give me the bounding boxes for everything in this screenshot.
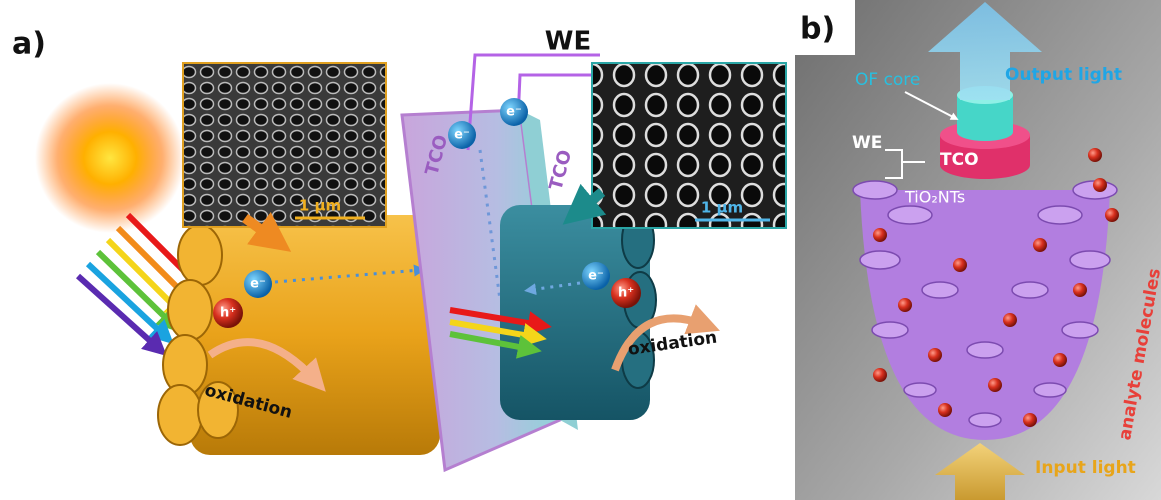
of-core — [957, 95, 1013, 141]
ray — [85, 261, 174, 345]
electron-path — [478, 149, 502, 301]
ray — [449, 319, 547, 347]
electron — [582, 262, 610, 290]
ray — [95, 249, 181, 333]
sun — [35, 83, 185, 233]
scale-label: 1 µm — [299, 197, 341, 215]
input-light-arrow — [935, 443, 1025, 500]
bracket — [885, 149, 925, 179]
pointer-arrow — [562, 183, 607, 225]
nanotubes — [852, 180, 1118, 428]
electron-label: e⁻ — [454, 128, 470, 143]
molecule — [1088, 148, 1102, 162]
hole — [213, 298, 243, 328]
nanotube — [859, 250, 901, 270]
oxidation-arrow — [207, 338, 326, 392]
electron — [244, 270, 272, 298]
nanotube — [903, 382, 937, 398]
ray — [105, 237, 189, 321]
output-light-arrow — [928, 2, 1042, 100]
tube-end — [157, 384, 203, 446]
label-background — [795, 0, 855, 55]
tube-end — [197, 381, 239, 439]
molecule — [928, 348, 942, 362]
molecule — [1053, 353, 1067, 367]
scale-label: 1 µm — [701, 199, 743, 217]
nanotube — [871, 321, 909, 339]
molecule — [898, 298, 912, 312]
molecule — [953, 258, 967, 272]
nanotube — [968, 412, 1002, 428]
pointer-line — [904, 91, 959, 120]
electron — [448, 121, 476, 149]
electron-label: e⁻ — [588, 269, 604, 284]
sem-image — [182, 62, 387, 228]
molecule — [1023, 413, 1037, 427]
we-label: WE — [852, 133, 882, 153]
nanotube — [1061, 321, 1099, 339]
molecule — [1073, 283, 1087, 297]
hole-label: h⁺ — [618, 286, 634, 301]
teal-nanotubes — [500, 205, 657, 420]
molecule — [988, 378, 1002, 392]
nanotube — [966, 341, 1004, 359]
nanotube — [852, 180, 898, 200]
panel-label: a) — [12, 27, 46, 62]
electron-path — [274, 264, 426, 284]
molecule — [1003, 313, 1017, 327]
nanotube — [921, 281, 959, 299]
molecule — [938, 403, 952, 417]
hole-label: h⁺ — [220, 306, 236, 321]
nanotube — [1033, 382, 1067, 398]
tco-label: TCO — [545, 148, 576, 193]
sem-image — [591, 62, 787, 229]
hole — [611, 278, 641, 308]
molecule — [873, 368, 887, 382]
oxidation-arrow — [611, 304, 720, 372]
we-label: WE — [545, 27, 591, 57]
pointer-arrow — [242, 212, 292, 252]
tube-end — [177, 224, 223, 286]
electron — [500, 98, 528, 126]
tio2-nanotubes — [157, 215, 440, 455]
output-light-label: Output light — [1005, 65, 1122, 85]
panel-label: b) — [800, 12, 835, 47]
input-light-label: Input light — [1035, 458, 1136, 478]
nanotube — [887, 205, 933, 225]
nanotube — [1011, 281, 1049, 299]
tube-end — [167, 279, 213, 341]
electron-label: e⁻ — [506, 105, 522, 120]
ray — [75, 273, 167, 357]
tco-label: TCO — [940, 150, 979, 170]
nanotube — [1037, 205, 1083, 225]
electron-label: e⁻ — [250, 277, 266, 292]
nanotube — [1069, 250, 1111, 270]
analyte-molecules — [873, 148, 1119, 427]
tio2-label: TiO₂NTs — [904, 188, 965, 207]
molecule — [1093, 178, 1107, 192]
ray — [449, 331, 542, 359]
molecule — [1033, 238, 1047, 252]
ray — [449, 307, 552, 335]
tube-ends — [157, 224, 239, 446]
molecule — [1105, 208, 1119, 222]
nanotube-array — [860, 190, 1110, 440]
of-core-label: OF core — [855, 70, 920, 90]
transmitted-rays — [449, 307, 552, 359]
molecule — [873, 228, 887, 242]
